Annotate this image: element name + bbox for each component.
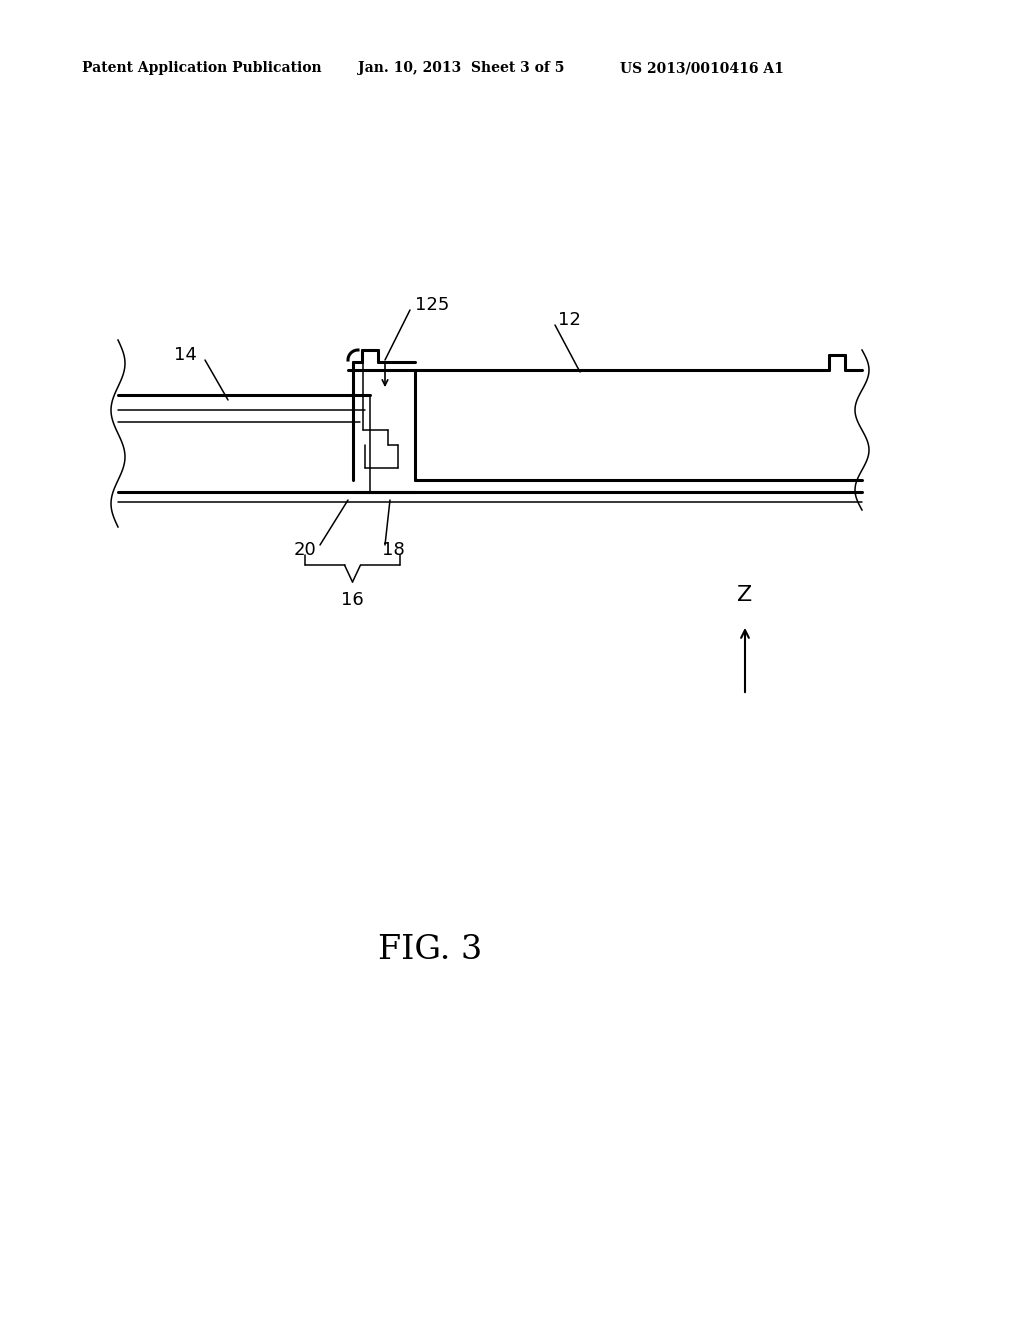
Text: Patent Application Publication: Patent Application Publication xyxy=(82,61,322,75)
Text: 20: 20 xyxy=(294,541,316,558)
Text: 125: 125 xyxy=(415,296,450,314)
Text: 14: 14 xyxy=(173,346,197,364)
Text: 12: 12 xyxy=(558,312,581,329)
Text: FIG. 3: FIG. 3 xyxy=(378,935,482,966)
Text: US 2013/0010416 A1: US 2013/0010416 A1 xyxy=(620,61,784,75)
Text: 16: 16 xyxy=(341,591,364,609)
Text: 18: 18 xyxy=(382,541,404,558)
Text: Jan. 10, 2013  Sheet 3 of 5: Jan. 10, 2013 Sheet 3 of 5 xyxy=(358,61,564,75)
Text: Z: Z xyxy=(737,585,753,605)
